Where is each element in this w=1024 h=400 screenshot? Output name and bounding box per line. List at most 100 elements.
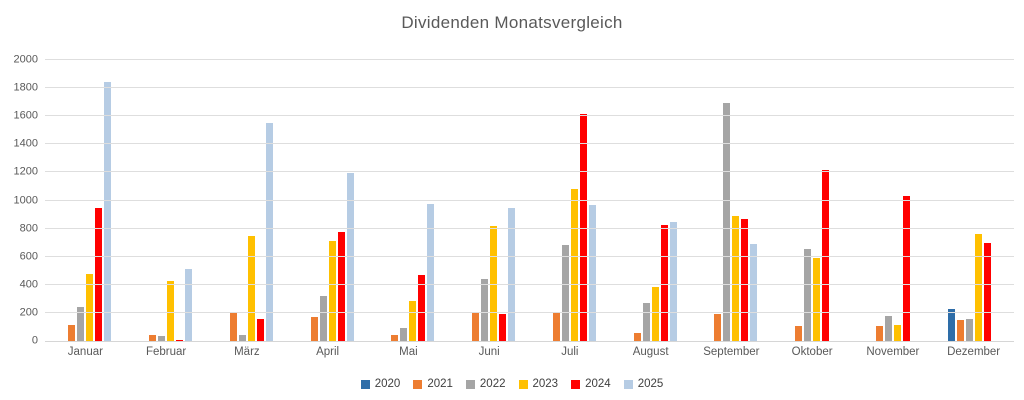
legend-swatch xyxy=(360,380,370,390)
x-axis-label: März xyxy=(234,346,260,358)
y-axis-label: 0 xyxy=(31,334,38,347)
bar-2025-juni xyxy=(508,207,516,341)
legend-label: 2025 xyxy=(637,378,664,390)
bar-group-september xyxy=(691,60,772,341)
bar-2023-september xyxy=(732,215,740,341)
bar-2023-oktober xyxy=(813,258,821,341)
y-axis-label: 400 xyxy=(19,278,38,291)
bar-2025-august xyxy=(669,222,677,341)
bar-2022-februar xyxy=(158,336,166,341)
legend-item-2021: 2021 xyxy=(413,378,453,391)
bar-2022-juli xyxy=(561,245,569,341)
bar-2021-mai xyxy=(391,334,399,341)
bar-2021-juli xyxy=(552,312,560,341)
x-axis-label: November xyxy=(866,346,920,358)
bar-2025-januar xyxy=(104,81,112,341)
y-axis-label: 1200 xyxy=(13,165,38,178)
bar-2022-dezember xyxy=(965,318,973,341)
bar-group-juli xyxy=(530,60,611,341)
bar-2024-april xyxy=(337,232,345,341)
y-axis-label: 2000 xyxy=(13,53,38,66)
legend-label: 2023 xyxy=(532,378,559,390)
x-axis-label: Oktober xyxy=(791,346,833,358)
bar-group-juni xyxy=(449,60,530,341)
y-axis-label: 1600 xyxy=(13,109,38,122)
legend-item-2020: 2020 xyxy=(360,378,400,391)
bar-2024-juni xyxy=(499,313,507,341)
bar-2025-mai xyxy=(427,204,435,341)
bar-2025-märz xyxy=(265,123,273,341)
legend-swatch xyxy=(623,380,633,390)
plot-area: 0 200 400 600 800 1000 1200 1400 1600 1800 2000 xyxy=(14,54,1014,346)
y-axis-label: 1800 xyxy=(13,81,38,94)
legend-swatch xyxy=(465,380,475,390)
y-axis-label: 1000 xyxy=(13,194,38,206)
bar-2021-januar xyxy=(68,324,76,341)
y-axis-label: 800 xyxy=(19,222,38,235)
y-axis-label: 200 xyxy=(19,306,38,319)
bar-2023-mai xyxy=(409,300,417,341)
bar-2024-märz xyxy=(256,319,264,341)
legend-swatch xyxy=(518,380,528,390)
bar-2024-november xyxy=(902,195,910,341)
legend-swatch xyxy=(571,380,581,390)
bar-2023-dezember xyxy=(974,234,982,341)
bar-2021-dezember xyxy=(956,319,964,341)
bar-2024-oktober xyxy=(822,170,830,341)
bar-2021-juni xyxy=(472,312,480,341)
bar-2020-dezember xyxy=(947,308,955,341)
bar-2022-april xyxy=(319,296,327,341)
chart-title: Dividenden Monatsvergleich xyxy=(401,13,623,32)
bar-group-august xyxy=(610,60,691,341)
bar-2021-september xyxy=(714,314,722,341)
bar-2024-dezember xyxy=(983,242,991,341)
bar-2024-februar xyxy=(176,339,184,341)
legend-item-2025: 2025 xyxy=(623,378,664,391)
bar-2021-februar xyxy=(149,335,157,341)
bar-2025-april xyxy=(346,173,354,341)
y-axis-label: 600 xyxy=(19,250,38,263)
bar-2022-september xyxy=(723,102,731,341)
bar-group-april xyxy=(287,60,368,341)
bar-2021-august xyxy=(633,332,641,341)
bar-2022-oktober xyxy=(804,248,812,341)
bar-group-januar xyxy=(45,60,126,341)
legend-label: 2024 xyxy=(585,378,611,390)
bar-2025-september xyxy=(750,244,758,341)
bar-2022-januar xyxy=(77,306,85,341)
bar-2021-april xyxy=(310,317,318,341)
x-axis-label: September xyxy=(703,346,760,358)
bar-2024-juli xyxy=(579,114,587,341)
bar-2023-januar xyxy=(86,273,94,341)
bar-2024-mai xyxy=(418,274,426,341)
legend-item-2022: 2022 xyxy=(465,378,506,391)
bar-groups xyxy=(45,60,1014,341)
bar-group-november xyxy=(853,60,934,341)
x-axis-label: August xyxy=(632,346,669,358)
bar-2023-november xyxy=(893,324,901,341)
bar-2023-april xyxy=(328,241,336,341)
x-axis-label: Juni xyxy=(478,346,500,358)
bar-2023-februar xyxy=(167,281,175,341)
bar-group-dezember xyxy=(933,60,1014,341)
legend-swatch xyxy=(413,380,423,390)
bar-2023-juni xyxy=(490,225,498,341)
bar-group-mai xyxy=(368,60,449,341)
x-axis-label: Februar xyxy=(145,346,187,358)
bar-2023-august xyxy=(651,286,659,341)
legend-item-2024: 2024 xyxy=(571,378,611,391)
bar-2022-märz xyxy=(238,334,246,341)
bar-2021-märz xyxy=(229,311,237,341)
bar-2022-mai xyxy=(400,328,408,341)
bar-2021-november xyxy=(875,326,883,341)
bar-group-märz xyxy=(207,60,288,341)
legend: 2020 2021 2022 2023 2024 2025 xyxy=(0,378,1024,391)
bar-2023-juli xyxy=(570,188,578,341)
legend-item-2023: 2023 xyxy=(518,378,559,391)
x-axis-label: Januar xyxy=(67,346,103,358)
y-axis-label: 1400 xyxy=(13,137,38,150)
bar-2022-november xyxy=(884,316,892,341)
bar-2024-august xyxy=(660,225,668,341)
bar-2024-januar xyxy=(95,208,103,341)
x-axis-label: April xyxy=(316,346,340,358)
